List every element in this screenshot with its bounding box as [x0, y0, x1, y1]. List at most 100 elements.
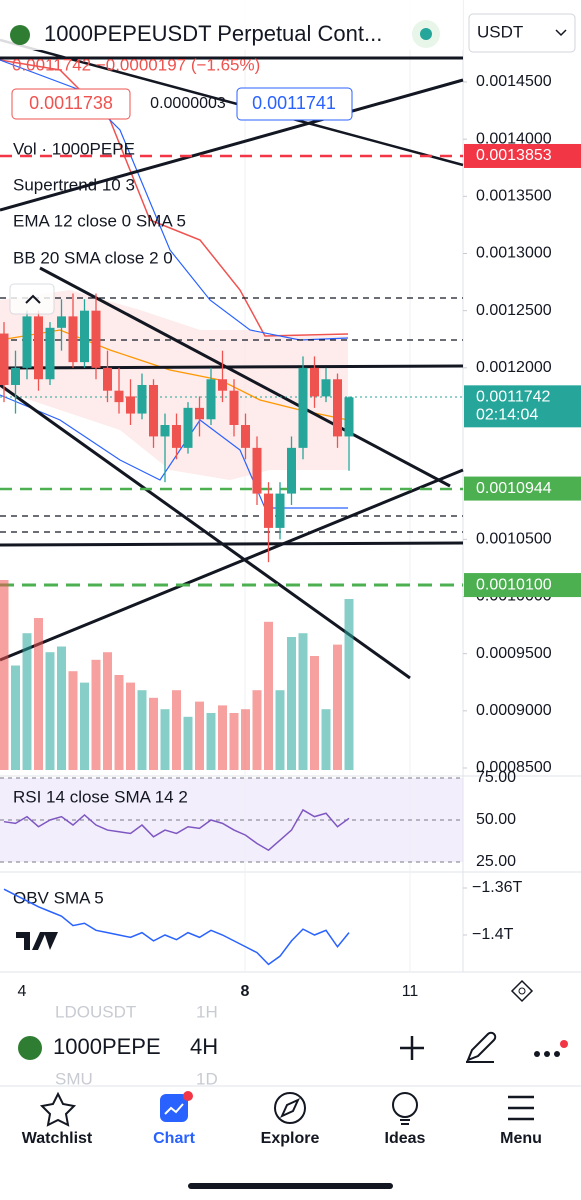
candle-body	[149, 384, 158, 437]
y-tick-label: 0.0014500	[476, 73, 552, 90]
candle-body	[333, 379, 342, 437]
candle-body	[68, 316, 78, 363]
rsi-tick-label: 25.00	[476, 853, 516, 870]
collapse-button[interactable]	[9, 283, 55, 315]
volume-bar	[321, 709, 331, 770]
buy-button[interactable]	[236, 87, 353, 121]
nav-label[interactable]: Chart	[153, 1130, 195, 1147]
candle-body	[160, 425, 170, 437]
volume-bar	[45, 652, 55, 770]
x-tick-label: 8	[241, 983, 250, 1000]
bb-lower	[0, 394, 348, 509]
volume-bar	[126, 682, 135, 770]
candle-body	[206, 379, 216, 420]
nav-label[interactable]: Menu	[500, 1130, 542, 1147]
add-icon[interactable]	[400, 1036, 424, 1060]
symbol-title[interactable]: 1000PEPEUSDT Perpetual Cont...	[44, 21, 382, 46]
volume-bar	[218, 705, 227, 770]
settings-icon[interactable]	[510, 979, 534, 1003]
currency: USDT	[477, 22, 523, 41]
ideas-icon-base	[400, 1119, 410, 1125]
menu-icon[interactable]	[508, 1095, 534, 1121]
candle-body	[126, 396, 135, 414]
y-tick-label: 0.0012000	[476, 359, 552, 376]
rsi-tick-label: 75.00	[476, 769, 516, 786]
draw-icon[interactable]	[466, 1031, 497, 1063]
nav-label[interactable]: Watchlist	[22, 1130, 93, 1147]
y-tick-label: 0.0008500	[476, 759, 552, 776]
status-dot	[420, 28, 432, 40]
badge	[560, 1040, 568, 1048]
more-icon	[554, 1051, 560, 1057]
price-badge-label: 0.0010944	[476, 480, 552, 497]
toolbar-symbol[interactable]: 1000PEPE	[53, 1034, 161, 1059]
sell-button[interactable]	[11, 88, 131, 120]
volume-bar	[149, 697, 158, 770]
candle-body	[195, 407, 204, 420]
volume-bar	[206, 713, 216, 770]
ideas-icon[interactable]	[392, 1092, 418, 1118]
candle-body	[321, 379, 331, 397]
chart-icon[interactable]	[160, 1094, 188, 1122]
legend-item[interactable]: Vol · 1000PEPE	[13, 139, 135, 158]
price-badge	[464, 385, 581, 428]
price-badge	[464, 143, 581, 168]
volume-bar	[57, 646, 66, 770]
volume-bar	[137, 690, 147, 770]
volume-bar	[68, 671, 78, 770]
nav-label[interactable]: Ideas	[385, 1130, 426, 1147]
candle-body	[218, 379, 227, 391]
spread: 0.0000003	[150, 95, 226, 112]
volume-bar	[34, 618, 43, 770]
volume-bar	[91, 659, 101, 770]
legend-item[interactable]: Supertrend 10 3	[13, 175, 135, 194]
volume-bar	[229, 713, 239, 770]
explore-needle	[279, 1097, 301, 1119]
volume-bar	[11, 665, 20, 770]
more-icon	[544, 1051, 550, 1057]
candle-body	[80, 310, 89, 363]
explore-icon[interactable]	[274, 1092, 306, 1124]
volume-bar	[160, 709, 170, 770]
volume-bar	[344, 599, 354, 770]
volume-bar	[298, 633, 308, 770]
volume-bar	[195, 701, 204, 770]
candle-body	[252, 447, 262, 494]
currency-select[interactable]	[468, 13, 576, 53]
candle-body	[241, 425, 250, 448]
rsi-line	[3, 808, 350, 852]
more-icon[interactable]	[534, 1051, 540, 1057]
supertrend	[0, 59, 349, 337]
legend-item[interactable]: EMA 12 close 0 SMA 5	[13, 211, 186, 230]
candle-body	[91, 310, 101, 368]
header-bg	[0, 0, 463, 50]
obv-tick-label: −1.4T	[472, 926, 514, 943]
watchlist-icon[interactable]	[39, 1091, 77, 1127]
ghost-interval: 1D	[196, 1069, 218, 1088]
x-tick-label: 11	[402, 983, 419, 1000]
y-tick-label: 0.0014000	[476, 130, 552, 147]
legend-item[interactable]: BB 20 SMA close 2 0	[13, 248, 173, 267]
countdown: 02:14:04	[476, 407, 538, 424]
candle-body	[22, 316, 32, 368]
bid: 0.0011738	[29, 93, 113, 113]
rsi-tick-label: 50.00	[476, 811, 516, 828]
candle-body	[103, 367, 112, 391]
candle-body	[229, 390, 239, 425]
volume-bar	[22, 633, 32, 770]
badge	[183, 1091, 193, 1101]
volume-bar	[103, 652, 112, 770]
candle-body	[275, 493, 285, 528]
trendlines	[0, 38, 464, 680]
symbol-logo	[18, 1036, 42, 1060]
candle-body	[298, 367, 308, 448]
price-badge	[464, 476, 581, 501]
volume-bar	[172, 690, 181, 770]
candle-body	[310, 367, 319, 397]
obv-line	[3, 888, 350, 966]
quote: 0.0011742 −0.0000197 (−1.65%)	[12, 55, 260, 74]
nav-label[interactable]: Explore	[261, 1130, 320, 1147]
toolbar-interval[interactable]: 4H	[190, 1034, 218, 1059]
candle-body	[344, 397, 354, 437]
tv-logo	[16, 932, 58, 950]
